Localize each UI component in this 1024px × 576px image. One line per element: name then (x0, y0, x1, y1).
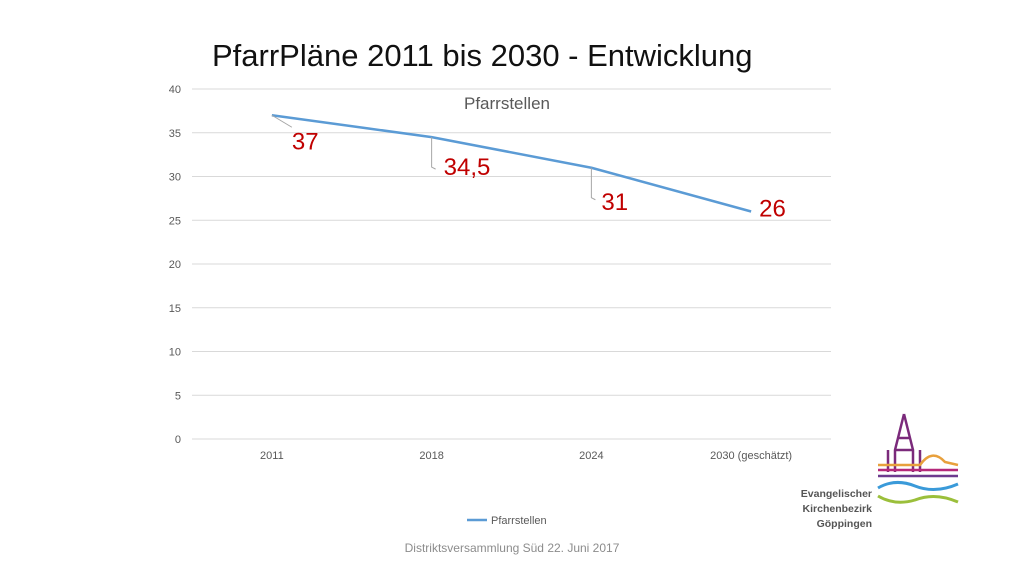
data-label: 37 (292, 128, 319, 155)
leader-line (431, 137, 436, 170)
series-line-pfarrstellen (271, 114, 752, 213)
y-tick-label: 10 (169, 347, 181, 359)
logo-text-line-2: Kirchenbezirk (802, 503, 872, 515)
leader-line (271, 114, 293, 128)
y-tick-label: 5 (175, 390, 181, 402)
data-label: 26 (759, 196, 786, 223)
x-axis-ticks: 2011 2018 2024 2030 (geschätzt) (260, 450, 792, 462)
series-group (271, 114, 752, 213)
y-tick-label: 0 (175, 434, 181, 446)
slide-title: PfarrPläne 2011 bis 2030 - Entwicklung (212, 38, 753, 73)
data-label-leaders (271, 114, 596, 201)
y-tick-label: 30 (169, 172, 181, 184)
leader-line (590, 167, 596, 201)
church-logo-icon (877, 413, 959, 504)
gridlines (192, 88, 831, 440)
x-tick-label: 2011 (260, 450, 284, 462)
x-tick-label: 2018 (419, 450, 443, 462)
y-axis-ticks: 0 5 10 15 20 25 30 35 40 (169, 84, 181, 446)
footer-text: Distriktsversammlung Süd 22. Juni 2017 (404, 541, 620, 555)
y-tick-label: 35 (169, 128, 181, 140)
y-tick-label: 40 (169, 84, 181, 96)
y-tick-label: 25 (169, 215, 181, 227)
data-labels: 37 34,5 31 26 (292, 128, 786, 222)
x-tick-label: 2024 (579, 450, 603, 462)
legend: Pfarrstellen (467, 515, 547, 527)
chart-title: Pfarrstellen (464, 94, 550, 113)
legend-label: Pfarrstellen (491, 515, 547, 527)
y-tick-label: 20 (169, 259, 181, 271)
data-label: 31 (601, 189, 628, 216)
x-tick-label: 2030 (geschätzt) (710, 450, 792, 462)
logo-text-line-3: Göppingen (816, 518, 872, 530)
logo-text-line-1: Evangelischer (800, 488, 872, 500)
data-label: 34,5 (444, 154, 491, 181)
church-district-logo: Evangelischer Kirchenbezirk Göppingen (770, 410, 970, 540)
y-tick-label: 15 (169, 303, 181, 315)
